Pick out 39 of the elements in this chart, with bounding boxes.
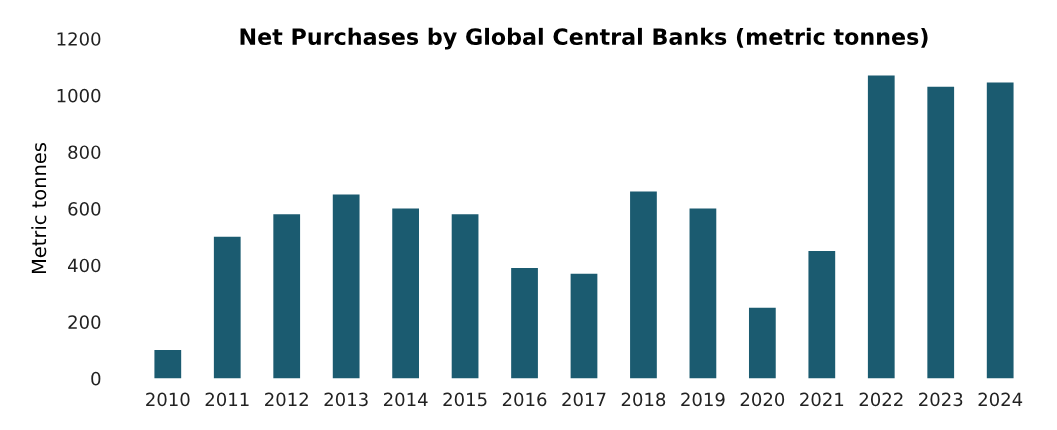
x-tick-label: 2010 <box>146 392 190 407</box>
x-tick-label: 2018 <box>621 392 666 407</box>
y-tick-label: 200 <box>68 315 101 329</box>
bar <box>213 236 241 379</box>
x-tick-label: 2024 <box>978 392 1023 407</box>
bar <box>808 251 836 379</box>
y-tick-label: 0 <box>91 371 101 386</box>
y-tick-label: 400 <box>67 258 101 273</box>
bar <box>451 214 479 379</box>
y-tick-label: 1200 <box>57 32 101 46</box>
x-tick-label: 2021 <box>800 392 844 407</box>
bar <box>332 194 360 379</box>
y-tick-label: 1000 <box>57 88 101 103</box>
x-tick-label: 2014 <box>383 392 428 407</box>
x-tick-label: 2015 <box>443 392 487 407</box>
bar <box>927 86 955 379</box>
bar <box>570 273 598 379</box>
x-tick-label: 2017 <box>562 392 606 407</box>
bar <box>630 191 657 379</box>
y-axis-title: Metric tonnes <box>31 143 47 274</box>
y-tick-label: 800 <box>68 145 101 160</box>
x-tick-label: 2012 <box>265 392 308 407</box>
bar <box>867 75 895 379</box>
x-tick-label: 2023 <box>919 392 963 407</box>
y-tick-label: 600 <box>68 202 101 216</box>
x-tick-label: 2011 <box>205 392 249 407</box>
x-tick-label: 2019 <box>681 392 725 407</box>
bar <box>511 268 538 379</box>
bar <box>986 82 1014 379</box>
bar <box>748 307 776 379</box>
bar <box>154 350 182 379</box>
x-tick-label: 2022 <box>859 392 903 407</box>
chart-title: Net Purchases by Global Central Banks (metric tonnes) <box>240 27 928 50</box>
x-tick-label: 2016 <box>502 392 547 407</box>
bar <box>392 208 419 379</box>
bar <box>273 214 301 379</box>
x-tick-label: 2013 <box>324 392 368 407</box>
bar <box>689 208 717 379</box>
x-tick-label: 2020 <box>740 392 785 407</box>
